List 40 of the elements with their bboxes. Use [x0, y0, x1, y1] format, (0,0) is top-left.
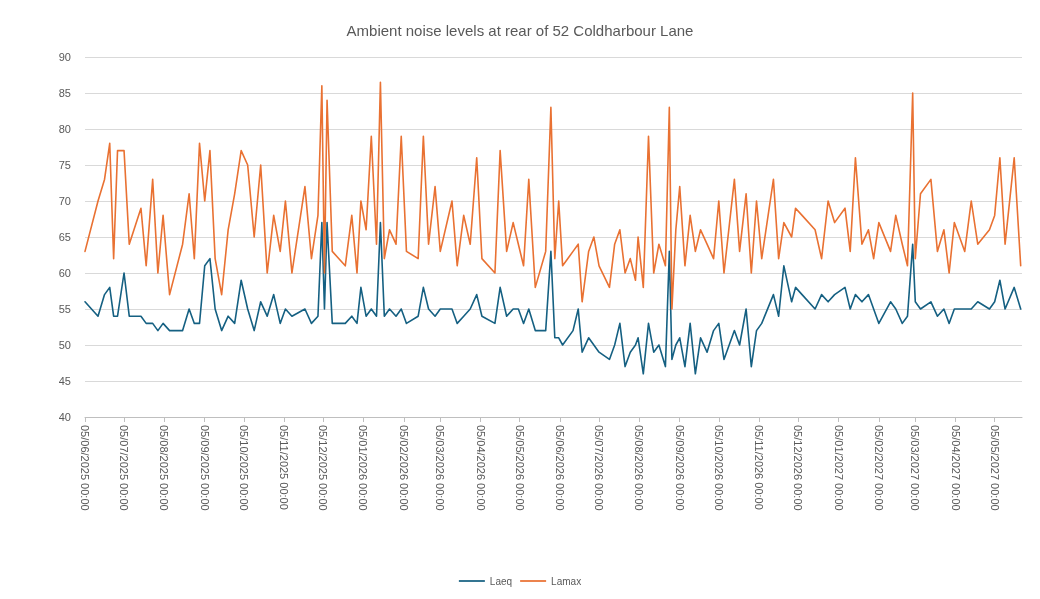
x-tick-label: 05/06/2025 00:00 — [79, 425, 91, 511]
x-tick-label: 05/03/2027 00:00 — [909, 425, 922, 511]
x-tick-label: 05/12/2025 00:00 — [317, 425, 330, 511]
y-tick-label: 70 — [58, 195, 71, 207]
legend-label: Laeq — [489, 575, 513, 587]
y-tick-label: 55 — [58, 303, 71, 315]
x-tick-label: 05/02/2026 00:00 — [397, 425, 410, 511]
x-tick-label: 05/07/2026 00:00 — [593, 425, 606, 511]
x-tick-label: 05/08/2026 00:00 — [633, 425, 646, 511]
x-tick-label: 05/08/2025 00:00 — [158, 425, 171, 511]
x-tick-label: 05/06/2026 00:00 — [554, 425, 567, 511]
y-tick-label: 45 — [58, 375, 71, 387]
legend-label: Lamax — [551, 575, 582, 587]
x-tick-label: 05/05/2026 00:00 — [513, 425, 526, 511]
y-tick-label: 75 — [58, 159, 71, 171]
y-tick-label: 60 — [58, 267, 71, 279]
x-tick-label: 05/09/2026 00:00 — [673, 425, 686, 511]
x-tick-label: 05/01/2026 00:00 — [357, 425, 370, 511]
x-tick-label: 05/12/2026 00:00 — [792, 425, 805, 511]
x-tick-label: 05/10/2026 00:00 — [712, 425, 725, 511]
x-tick-label: 05/07/2025 00:00 — [118, 425, 131, 511]
y-tick-label: 85 — [58, 87, 71, 99]
y-tick-label: 40 — [58, 411, 71, 423]
x-tick-label: 05/05/2027 00:00 — [988, 425, 1001, 511]
x-tick-label: 05/01/2027 00:00 — [832, 425, 845, 511]
line-series — [84, 81, 1022, 310]
x-tick-label: 05/04/2026 00:00 — [474, 425, 487, 511]
x-tick-label: 05/02/2027 00:00 — [872, 425, 885, 511]
x-tick-label: 05/11/2025 00:00 — [278, 425, 291, 510]
chart-title: Ambient noise levels at rear of 52 Coldharbour Lane — [346, 22, 694, 39]
y-tick-label: 65 — [58, 231, 71, 243]
y-tick-label: 80 — [58, 123, 71, 135]
y-tick-label: 90 — [58, 51, 71, 63]
y-tick-label: 50 — [58, 339, 71, 351]
x-tick-label: 05/04/2027 00:00 — [949, 425, 962, 511]
x-tick-label: 05/03/2026 00:00 — [434, 425, 447, 511]
line-series — [84, 221, 1022, 375]
x-tick-label: 05/09/2025 00:00 — [198, 425, 211, 511]
x-tick-label: 05/10/2025 00:00 — [237, 425, 250, 511]
x-tick-label: 05/11/2026 00:00 — [753, 425, 766, 510]
